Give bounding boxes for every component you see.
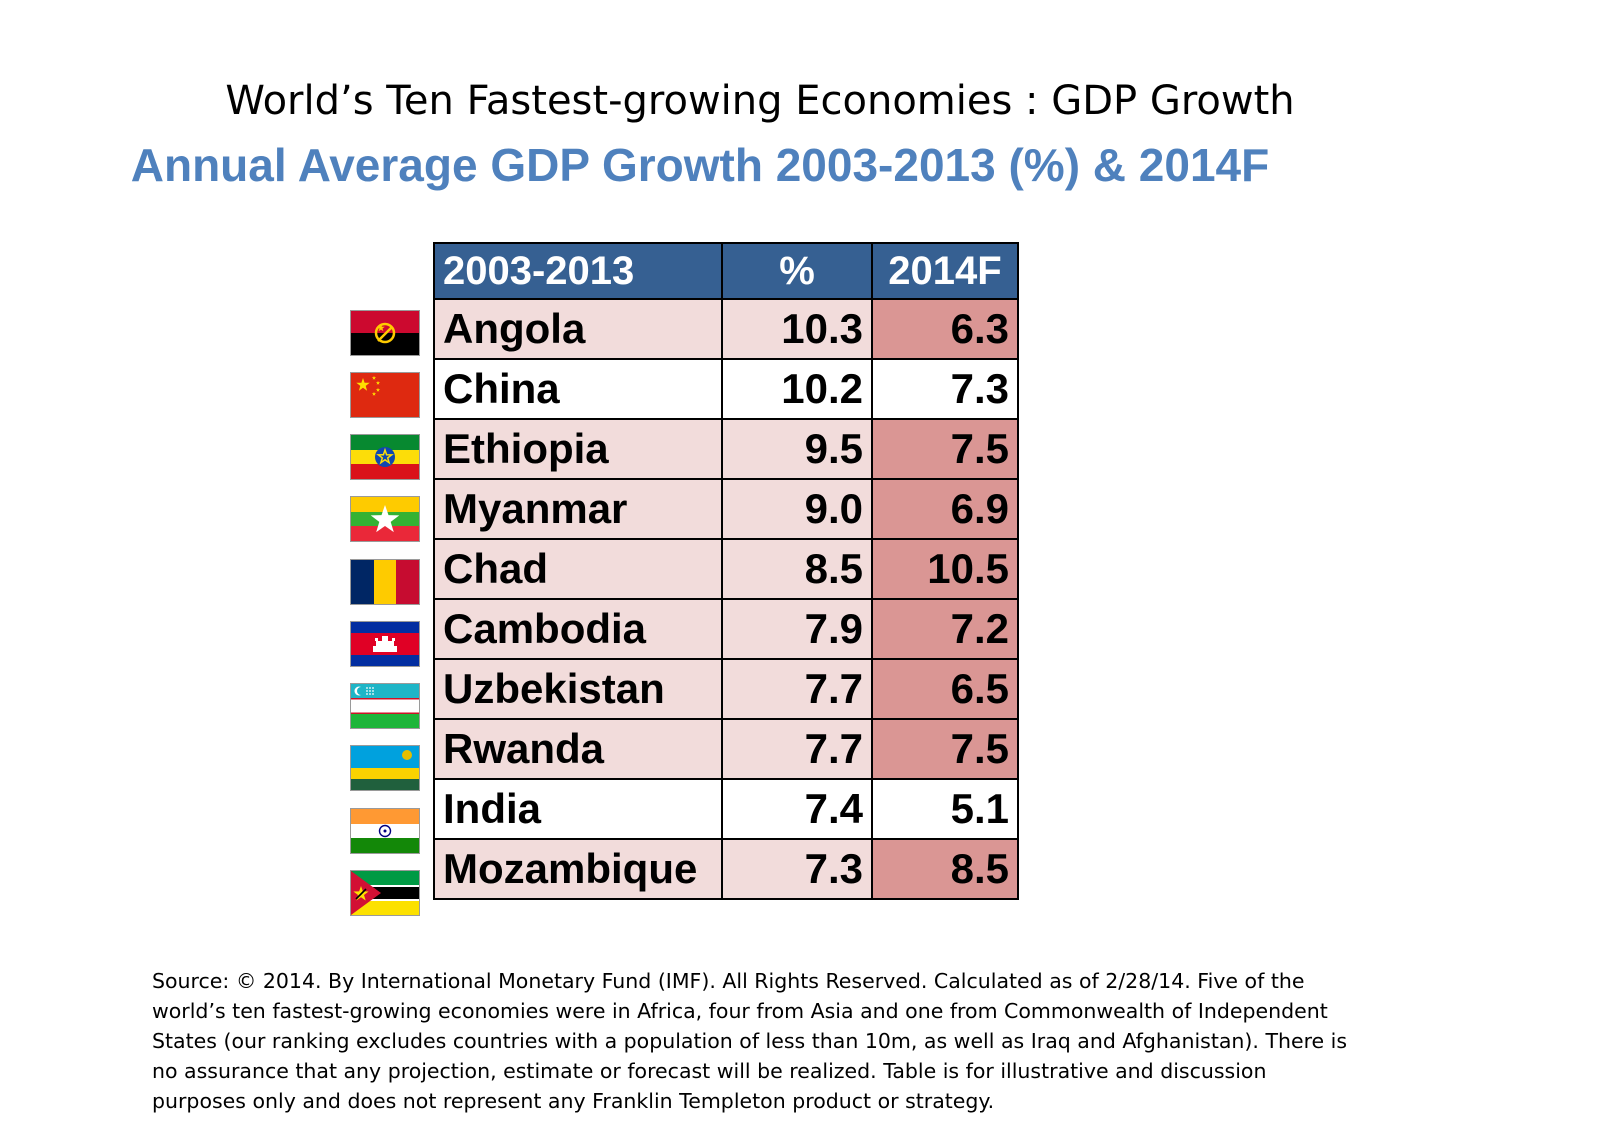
table-row: Uzbekistan 7.7 6.5 [433,658,1019,720]
table-header-row: 2003-2013 % 2014F [433,242,1019,300]
avg-growth-cell: 9.0 [721,478,873,540]
page-title: World’s Ten Fastest-growing Economies : … [225,78,1295,124]
country-cell: Rwanda [433,718,723,780]
table-body: Angola 10.3 6.3 China 10.2 7.3 Ethiopia 9.5 7.5 M… [433,298,1019,900]
page-subtitle: Annual Average GDP Growth 2003-2013 (%) … [130,139,1270,191]
forecast-2014-cell: 8.5 [871,838,1019,900]
chad-flag [350,559,420,605]
country-cell: Uzbekistan [433,658,723,720]
country-cell: Chad [433,538,723,600]
forecast-2014-cell: 10.5 [871,538,1019,600]
ethiopia-flag [350,434,420,480]
forecast-2014-cell: 7.5 [871,718,1019,780]
source-note: Source: © 2014. By International Monetar… [152,969,1348,1113]
column-header-period: 2003-2013 [433,242,723,300]
country-cell: India [433,778,723,840]
india-flag [350,808,420,854]
myanmar-flag [350,496,420,542]
angola-flag [350,310,420,356]
forecast-2014-cell: 7.5 [871,418,1019,480]
avg-growth-cell: 8.5 [721,538,873,600]
table-row: Rwanda 7.7 7.5 [433,718,1019,780]
avg-growth-cell: 9.5 [721,418,873,480]
gdp-table: 2003-2013 % 2014F Angola 10.3 6.3 China 10.2… [433,242,1019,900]
forecast-2014-cell: 6.9 [871,478,1019,540]
avg-growth-cell: 7.4 [721,778,873,840]
table-row: Chad 8.5 10.5 [433,538,1019,600]
avg-growth-cell: 7.3 [721,838,873,900]
column-header-percent: % [721,242,873,300]
table-row: China 10.2 7.3 [433,358,1019,420]
forecast-2014-cell: 7.3 [871,358,1019,420]
table-row: Mozambique 7.3 8.5 [433,838,1019,900]
country-cell: Cambodia [433,598,723,660]
table-row: Myanmar 9.0 6.9 [433,478,1019,540]
cambodia-flag [350,621,420,667]
country-cell: Angola [433,298,723,360]
country-cell: Ethiopia [433,418,723,480]
rwanda-flag [350,745,420,791]
uzbekistan-flag [350,683,420,729]
table-row: Cambodia 7.9 7.2 [433,598,1019,660]
avg-growth-cell: 7.9 [721,598,873,660]
country-cell: Myanmar [433,478,723,540]
mozambique-flag [350,870,420,916]
column-header-forecast: 2014F [871,242,1019,300]
avg-growth-cell: 7.7 [721,658,873,720]
avg-growth-cell: 7.7 [721,718,873,780]
avg-growth-cell: 10.3 [721,298,873,360]
forecast-2014-cell: 7.2 [871,598,1019,660]
avg-growth-cell: 10.2 [721,358,873,420]
forecast-2014-cell: 6.5 [871,658,1019,720]
forecast-2014-cell: 5.1 [871,778,1019,840]
forecast-2014-cell: 6.3 [871,298,1019,360]
china-flag [350,372,420,418]
country-cell: Mozambique [433,838,723,900]
table-row: Angola 10.3 6.3 [433,298,1019,360]
table-row: Ethiopia 9.5 7.5 [433,418,1019,480]
table-row: India 7.4 5.1 [433,778,1019,840]
country-cell: China [433,358,723,420]
